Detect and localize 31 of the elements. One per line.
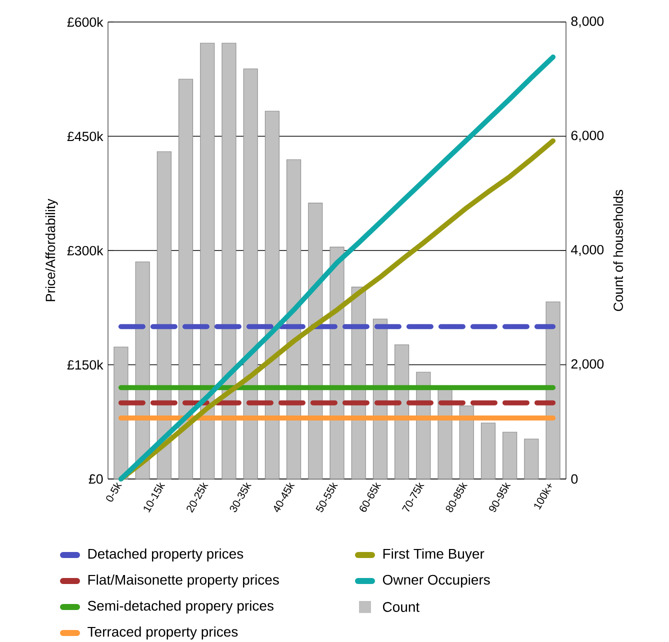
bar xyxy=(546,302,560,480)
bar xyxy=(222,42,236,480)
bar xyxy=(480,422,496,480)
bar xyxy=(502,432,518,480)
bar xyxy=(524,438,539,480)
y2-tick-label: 6,000 xyxy=(571,130,604,142)
y2-axis-title: Count of households xyxy=(613,190,624,311)
y-tick-label: £450k xyxy=(67,131,104,142)
y-axis-title: Price/Affordability xyxy=(45,198,58,302)
y-tick-label: £150k xyxy=(67,360,104,370)
legend-label: Flat/Maisonette property prices xyxy=(88,574,279,588)
legend-label: Detached property prices xyxy=(88,548,244,562)
legend-label: Semi-detached propery prices xyxy=(88,600,274,614)
bar xyxy=(114,346,128,480)
legend-label: Terraced property prices xyxy=(88,626,238,640)
legend-label: First Time Buyer xyxy=(383,548,484,562)
legend-label: Count xyxy=(382,602,420,612)
bar xyxy=(459,406,474,480)
y2-tick-label: 8,000 xyxy=(571,16,604,28)
legend-label: Owner Occupiers xyxy=(382,574,490,588)
y2-tick-label: 2,000 xyxy=(571,359,604,370)
bar xyxy=(264,110,280,480)
y2-tick-label: 0 xyxy=(571,474,578,484)
y-tick-label: £600k xyxy=(67,17,104,27)
y-tick-label: £300k xyxy=(67,246,104,256)
bar xyxy=(200,42,215,480)
bar xyxy=(178,78,194,480)
bar xyxy=(243,68,258,480)
y2-tick-label: 4,000 xyxy=(571,244,604,256)
bar xyxy=(394,344,410,480)
y-tick-label: £0 xyxy=(88,474,103,484)
